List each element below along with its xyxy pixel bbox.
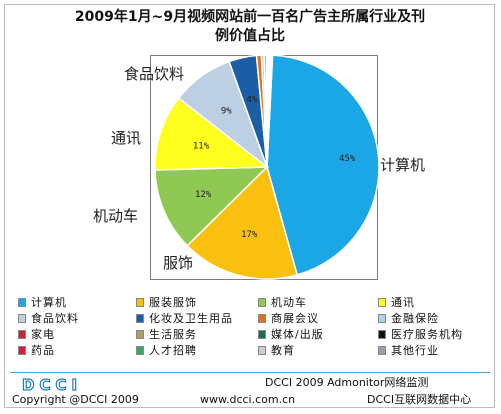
legend-item: 商展会议 [258, 312, 319, 328]
legend-item: 教育 [258, 344, 295, 360]
legend-swatch [378, 297, 386, 307]
pie-slice-0 [266, 54, 380, 276]
category-label-1: 服饰 [163, 254, 193, 272]
legend-item: 媒体/出版 [258, 328, 324, 344]
legend-swatch [258, 297, 266, 307]
pct-label-5: 4% [246, 95, 257, 105]
legend-swatch [258, 329, 266, 339]
legend-label: 药品 [31, 344, 55, 357]
legend-label: 人才招聘 [149, 344, 197, 357]
legend-label: 机动车 [271, 296, 307, 309]
legend-label: 医疗服务机构 [391, 328, 463, 341]
pct-label-3: 11% [193, 141, 210, 151]
pct-label-2: 12% [195, 190, 212, 200]
pct-label-1: 17% [241, 230, 258, 240]
legend-label: 生活服务 [149, 328, 197, 341]
footer-divider [10, 372, 490, 373]
chart-title-line-1: 2009年1月~9月视频网站前一百名广告主所属行业及刊 [74, 9, 426, 25]
footer-source: DCCI 2009 Admonitor网络监测 [265, 376, 429, 389]
legend-label: 家电 [31, 328, 55, 341]
legend-item: 家电 [18, 328, 55, 344]
legend-item: 生活服务 [136, 328, 197, 344]
pie-slice-1 [186, 165, 299, 280]
svg-text:DCCI: DCCI [22, 376, 82, 392]
footer-copyright: Copyright @DCCI 2009 [12, 393, 139, 406]
legend-swatch [18, 313, 26, 323]
pie-slice-2 [154, 166, 269, 247]
legend-item: 医疗服务机构 [378, 328, 463, 344]
legend-item: 计算机 [18, 296, 67, 312]
legend-swatch [18, 329, 26, 339]
legend-label: 其他行业 [391, 344, 439, 357]
legend-swatch [258, 345, 266, 355]
legend-item: 通讯 [378, 296, 415, 312]
legend-label: 化妆及卫生用品 [149, 312, 233, 325]
legend-swatch [18, 345, 26, 355]
category-label-0: 计算机 [380, 156, 425, 174]
legend-swatch [378, 329, 386, 339]
legend-item: 机动车 [258, 296, 307, 312]
legend-item: 人才招聘 [136, 344, 197, 360]
legend-swatch [378, 313, 386, 323]
legend-item: 金融保险 [378, 312, 439, 328]
legend-label: 金融保险 [391, 312, 439, 325]
footer-data-center: DCCI互联网数据中心 [367, 393, 472, 406]
pct-label-4: 9% [221, 107, 232, 117]
category-label-4: 食品饮料 [124, 65, 184, 83]
legend-label: 服装服饰 [149, 296, 197, 309]
category-label-2: 机动车 [93, 207, 138, 225]
legend-item: 食品饮料 [18, 312, 79, 328]
chart-title: 2009年1月~9月视频网站前一百名广告主所属行业及刊 例价值占比 [40, 8, 460, 46]
legend-item: 其他行业 [378, 344, 439, 360]
legend-swatch [136, 297, 144, 307]
footer-website[interactable]: www.dcci.com.cn [200, 393, 296, 406]
pie-slice-15 [266, 54, 274, 168]
pie-slice-3 [154, 97, 270, 171]
legend-item: 药品 [18, 344, 55, 360]
legend-swatch [136, 345, 144, 355]
legend-label: 教育 [271, 344, 295, 357]
chart-title-line-2: 例价值占比 [215, 28, 285, 44]
legend-swatch [136, 313, 144, 323]
legend-label: 计算机 [31, 296, 67, 309]
legend-swatch [136, 329, 144, 339]
legend-label: 商展会议 [271, 312, 319, 325]
legend-swatch [18, 297, 26, 307]
category-label-3: 通讯 [111, 129, 141, 147]
legend-swatch [378, 345, 386, 355]
legend-label: 通讯 [391, 296, 415, 309]
legend-label: 媒体/出版 [271, 328, 324, 341]
pct-label-0: 45% [339, 154, 356, 164]
legend-label: 食品饮料 [31, 312, 79, 325]
legend-swatch [258, 313, 266, 323]
legend-item: 化妆及卫生用品 [136, 312, 233, 328]
legend: 计算机 服装服饰 机动车 通讯食品饮料 化妆及卫生用品 商展会议 金融保险家电 生活服务 媒体/… [18, 296, 483, 366]
dcci-logo: DCCI [22, 376, 82, 392]
legend-item: 服装服饰 [136, 296, 197, 312]
